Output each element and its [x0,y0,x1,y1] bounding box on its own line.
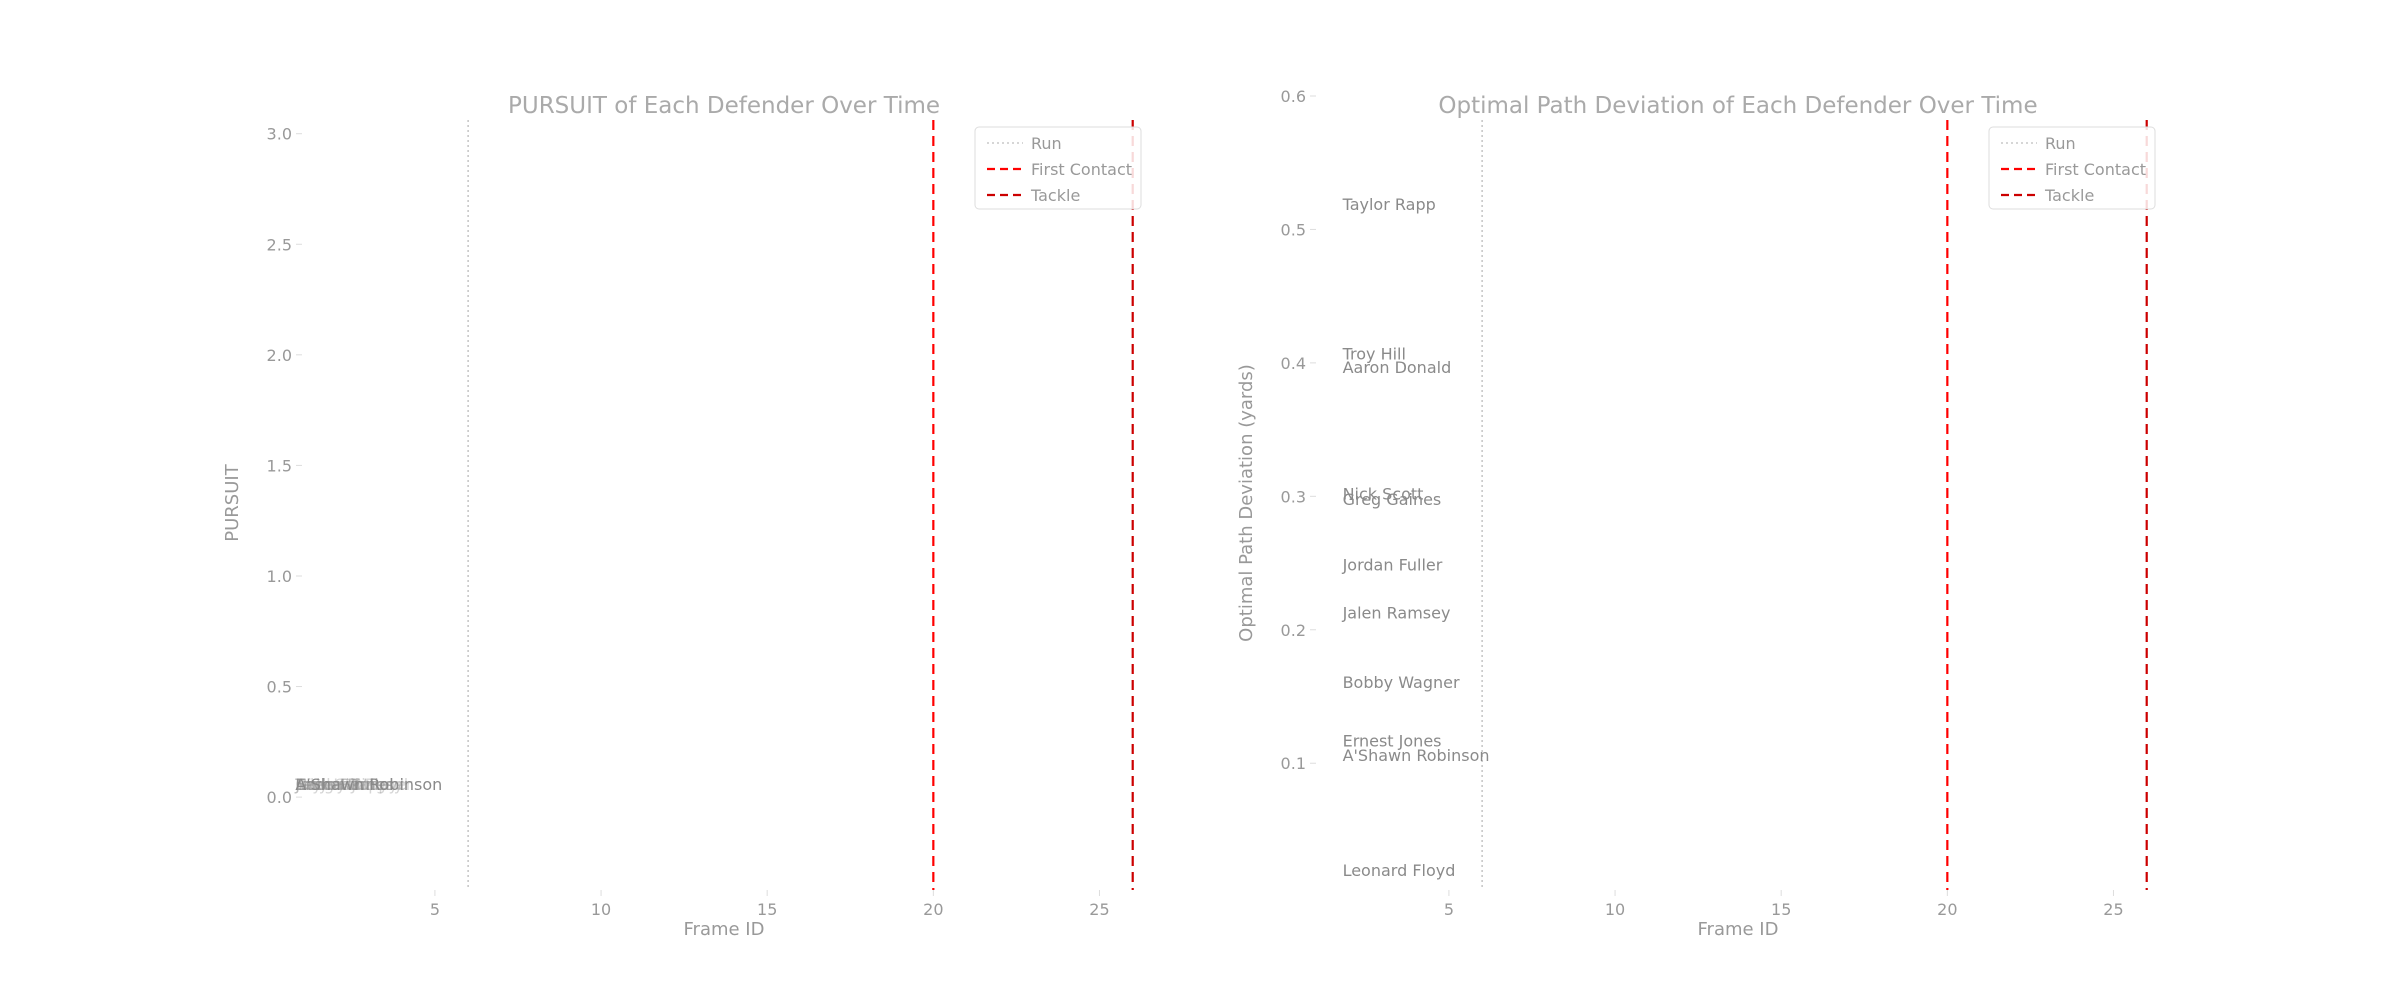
defender-label: A'Shawn Robinson [1343,746,1490,765]
x-tick-label: 25 [1089,900,1109,919]
defender-label: Ernest Jones [295,775,394,794]
legend-box [1988,126,2156,210]
x-axis-label: Frame ID [684,919,765,940]
defender-label: Leonard Floyd [1343,861,1456,880]
y-tick-label: 2.0 [267,346,292,365]
chart-panel-2: Optimal Path Deviation of Each Defender … [1236,87,2156,940]
y-tick-label: 2.5 [267,235,292,254]
y-tick-label: 1.0 [267,567,292,586]
defender-label: Jalen Ramsey [294,775,403,794]
defender-label: Greg Gaines [295,775,394,794]
y-tick-label: 3.0 [267,125,292,144]
y-tick-label: 1.5 [267,456,292,475]
y-tick-label: 0.2 [1281,621,1306,640]
legend-label: First Contact [2045,160,2146,179]
y-axis-label: PURSUIT [222,463,243,541]
y-tick-label: 0.4 [1281,354,1306,373]
x-tick-label: 10 [591,900,611,919]
legend-label: Tackle [2044,186,2094,205]
defender-label: Leonard Floyd [295,775,408,794]
x-tick-label: 15 [757,900,777,919]
x-tick-label: 15 [1771,900,1791,919]
x-axis-label: Frame ID [1698,919,1779,940]
chart-title: Optimal Path Deviation of Each Defender … [1438,93,2037,119]
defender-label: Taylor Rapp [1342,195,1436,214]
defender-label: Nick Scott [1343,485,1424,504]
defender-label: Greg Gaines [1343,490,1442,509]
y-tick-label: 0.5 [1281,220,1306,239]
legend-box [974,126,1142,210]
y-tick-label: 0.5 [267,678,292,697]
x-tick-label: 10 [1605,900,1625,919]
legend-label: First Contact [1031,160,1132,179]
defender-label: Jordan Fuller [294,775,395,794]
y-tick-label: 0.6 [1281,87,1306,106]
defender-label: Jalen Ramsey [1342,603,1451,622]
defender-label: Ernest Jones [1343,732,1442,751]
defender-label: Bobby Wagner [295,775,412,794]
defender-label: Aaron Donald [295,775,404,794]
x-tick-label: 25 [2103,900,2123,919]
x-tick-label: 5 [430,900,440,919]
defender-label: Bobby Wagner [1343,673,1460,692]
y-tick-label: 0.0 [267,788,292,807]
x-tick-label: 20 [923,900,943,919]
chart-title: PURSUIT of Each Defender Over Time [508,93,940,119]
legend-label: Tackle [1030,186,1080,205]
x-tick-label: 20 [1937,900,1957,919]
defender-label: Nick Scott [295,775,376,794]
x-tick-label: 5 [1444,900,1454,919]
defender-label: A'Shawn Robinson [295,775,442,794]
legend-label: Run [2045,134,2076,153]
defender-label: Taylor Rapp [294,775,388,794]
y-tick-label: 0.3 [1281,487,1306,506]
defender-label: Troy Hill [294,775,358,794]
y-tick-label: 0.1 [1281,754,1306,773]
y-axis-label: Optimal Path Deviation (yards) [1236,364,1257,642]
legend-label: Run [1031,134,1062,153]
chart-panel-1: PURSUIT of Each Defender Over Time 0.0 0.5… [222,93,1142,940]
defender-label: Jordan Fuller [1342,555,1443,574]
defender-label: Aaron Donald [1343,358,1452,377]
defender-label: Troy Hill [1342,345,1406,364]
